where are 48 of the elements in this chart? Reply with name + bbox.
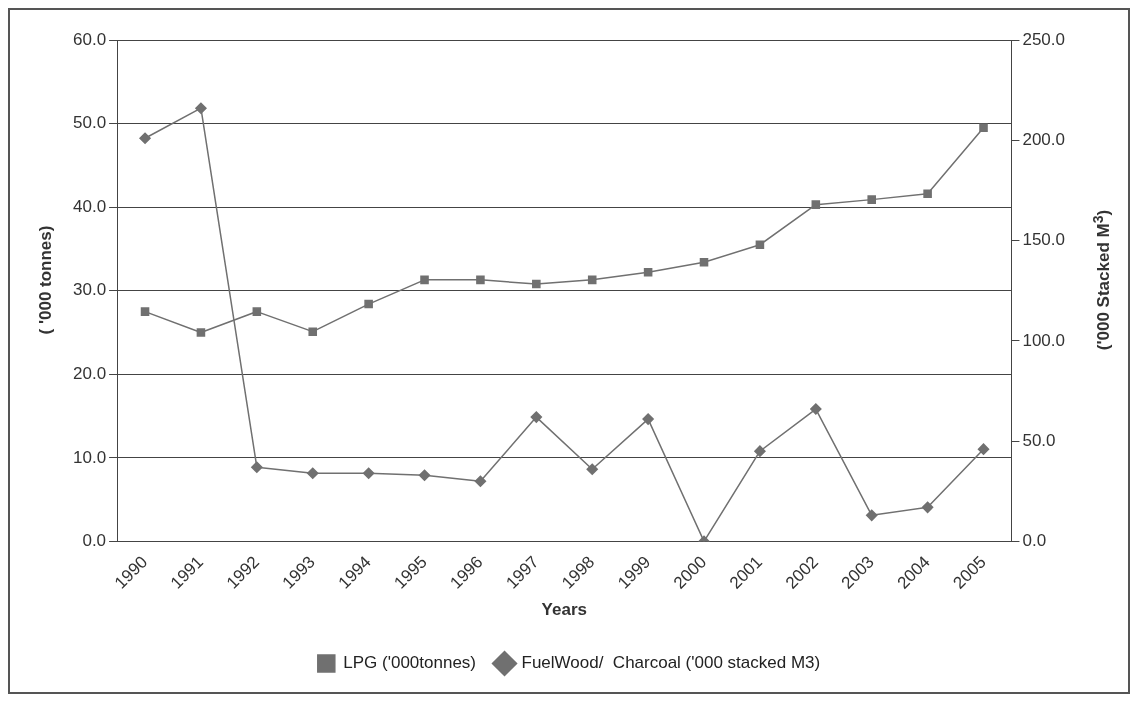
y-tick-label: 60.0 (72, 29, 107, 49)
point (587, 275, 597, 285)
y2-tick-label: 50.0 (1022, 430, 1056, 450)
point (474, 475, 487, 488)
y-tick-label: 0.0 (82, 531, 107, 551)
point (476, 275, 485, 285)
point (586, 463, 598, 475)
point (139, 132, 151, 145)
y-tick-label: 20.0 (72, 363, 107, 383)
point (977, 443, 990, 455)
point (251, 461, 263, 473)
legend-label: FuelWood/ Charcoal ('000 stacked M3) (521, 653, 821, 673)
point (923, 189, 932, 199)
y-tick-label: 30.0 (72, 280, 107, 300)
point (754, 445, 766, 457)
point (195, 102, 207, 114)
legend-label: LPG ('000tonnes) (343, 653, 477, 673)
point (532, 279, 541, 289)
y2-tick-label: 250.0 (1022, 29, 1066, 49)
y2-tick-label: 150.0 (1022, 230, 1066, 250)
point (306, 467, 319, 479)
point (810, 403, 822, 415)
x-axis-title: Years (541, 600, 587, 620)
point (755, 240, 765, 250)
point (530, 411, 543, 423)
point (979, 123, 988, 133)
point (921, 501, 934, 514)
point (362, 467, 375, 479)
y-tick-label: 50.0 (72, 113, 107, 133)
point (867, 195, 876, 204)
point (643, 268, 653, 277)
point (420, 275, 429, 285)
y2-tick-label: 200.0 (1022, 129, 1066, 149)
point (140, 307, 150, 316)
y2-tick-label: 100.0 (1022, 330, 1066, 350)
point (252, 307, 262, 316)
y-tick-label: 40.0 (72, 196, 107, 216)
point (699, 258, 709, 267)
y-axis-title: ( '000 tonnes) (36, 225, 56, 335)
point (418, 469, 431, 481)
point (364, 299, 373, 309)
point (196, 328, 206, 337)
y2-tick-label: 0.0 (1022, 531, 1047, 551)
point (308, 327, 318, 336)
point (865, 509, 878, 522)
point (642, 413, 654, 425)
point (811, 200, 821, 209)
y-tick-label: 10.0 (72, 447, 107, 467)
